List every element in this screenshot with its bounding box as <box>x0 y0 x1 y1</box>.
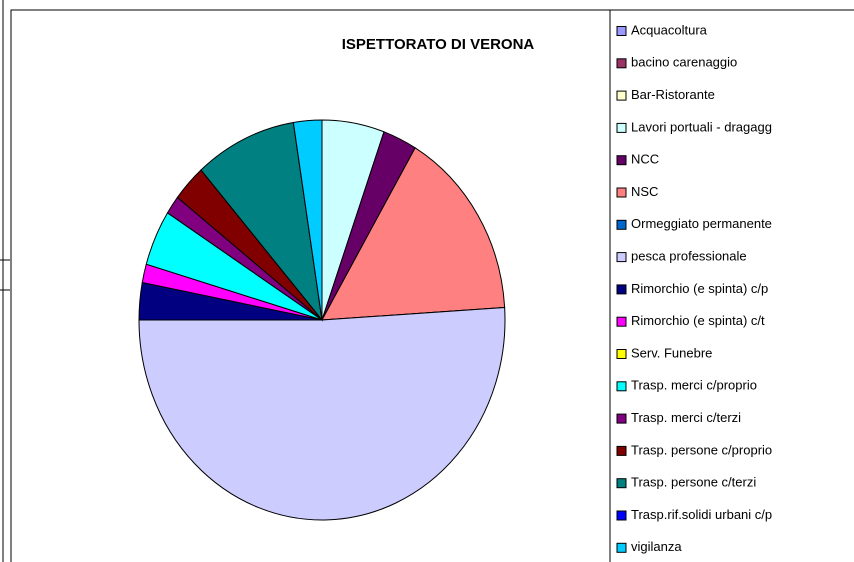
legend-label: pesca professionale <box>631 249 747 264</box>
legend-swatch <box>616 90 627 101</box>
legend-label: Trasp. merci c/proprio <box>631 378 757 393</box>
legend-swatch <box>616 122 627 133</box>
legend-label: Trasp.rif.solidi urbani c/p <box>631 507 772 522</box>
chart-title: ISPETTORATO DI VERONA <box>342 36 535 53</box>
legend-label: Rimorchio (e spinta) c/t <box>631 313 765 328</box>
pie-slice <box>138 306 506 521</box>
legend-swatch <box>616 413 627 424</box>
legend-swatch <box>616 381 627 392</box>
legend-label: Trasp. persone c/proprio <box>631 442 772 457</box>
legend-label: Trasp. merci c/terzi <box>631 410 741 425</box>
legend-label: Bar-Ristorante <box>631 87 715 102</box>
pie-slice <box>321 147 506 321</box>
pie-slice <box>200 121 323 322</box>
legend-label: Acquacoltura <box>631 22 708 37</box>
legend-label: bacino carenaggio <box>631 55 737 70</box>
legend-swatch <box>616 26 627 36</box>
legend-swatch <box>616 219 627 230</box>
legend-swatch <box>616 316 627 327</box>
pie <box>138 119 506 521</box>
legend-label: Lavori portuali - dragagg <box>631 119 772 134</box>
pie-slice <box>292 119 323 321</box>
legend-label: Trasp. persone c/terzi <box>631 475 756 490</box>
legend-label: Serv. Funebre <box>631 345 712 360</box>
legend-swatch <box>616 349 627 359</box>
legend-swatch <box>616 187 627 198</box>
legend-label: NSC <box>631 184 658 199</box>
legend-label: vigilanza <box>631 539 682 554</box>
legend: Acquacoltura bacino carenaggio Bar-Ristora… <box>616 22 772 554</box>
legend-swatch <box>616 284 627 295</box>
legend-label: NCC <box>631 152 659 167</box>
legend-swatch <box>616 542 627 553</box>
legend-swatch <box>616 478 627 489</box>
legend-label: Ormeggiato permanente <box>631 216 772 231</box>
legend-box <box>609 9 854 562</box>
legend-swatch <box>616 510 627 521</box>
legend-swatch <box>616 155 627 166</box>
legend-swatch <box>616 445 627 456</box>
legend-swatch <box>616 252 627 263</box>
legend-swatch <box>616 58 627 69</box>
legend-label: Rimorchio (e spinta) c/p <box>631 281 768 296</box>
